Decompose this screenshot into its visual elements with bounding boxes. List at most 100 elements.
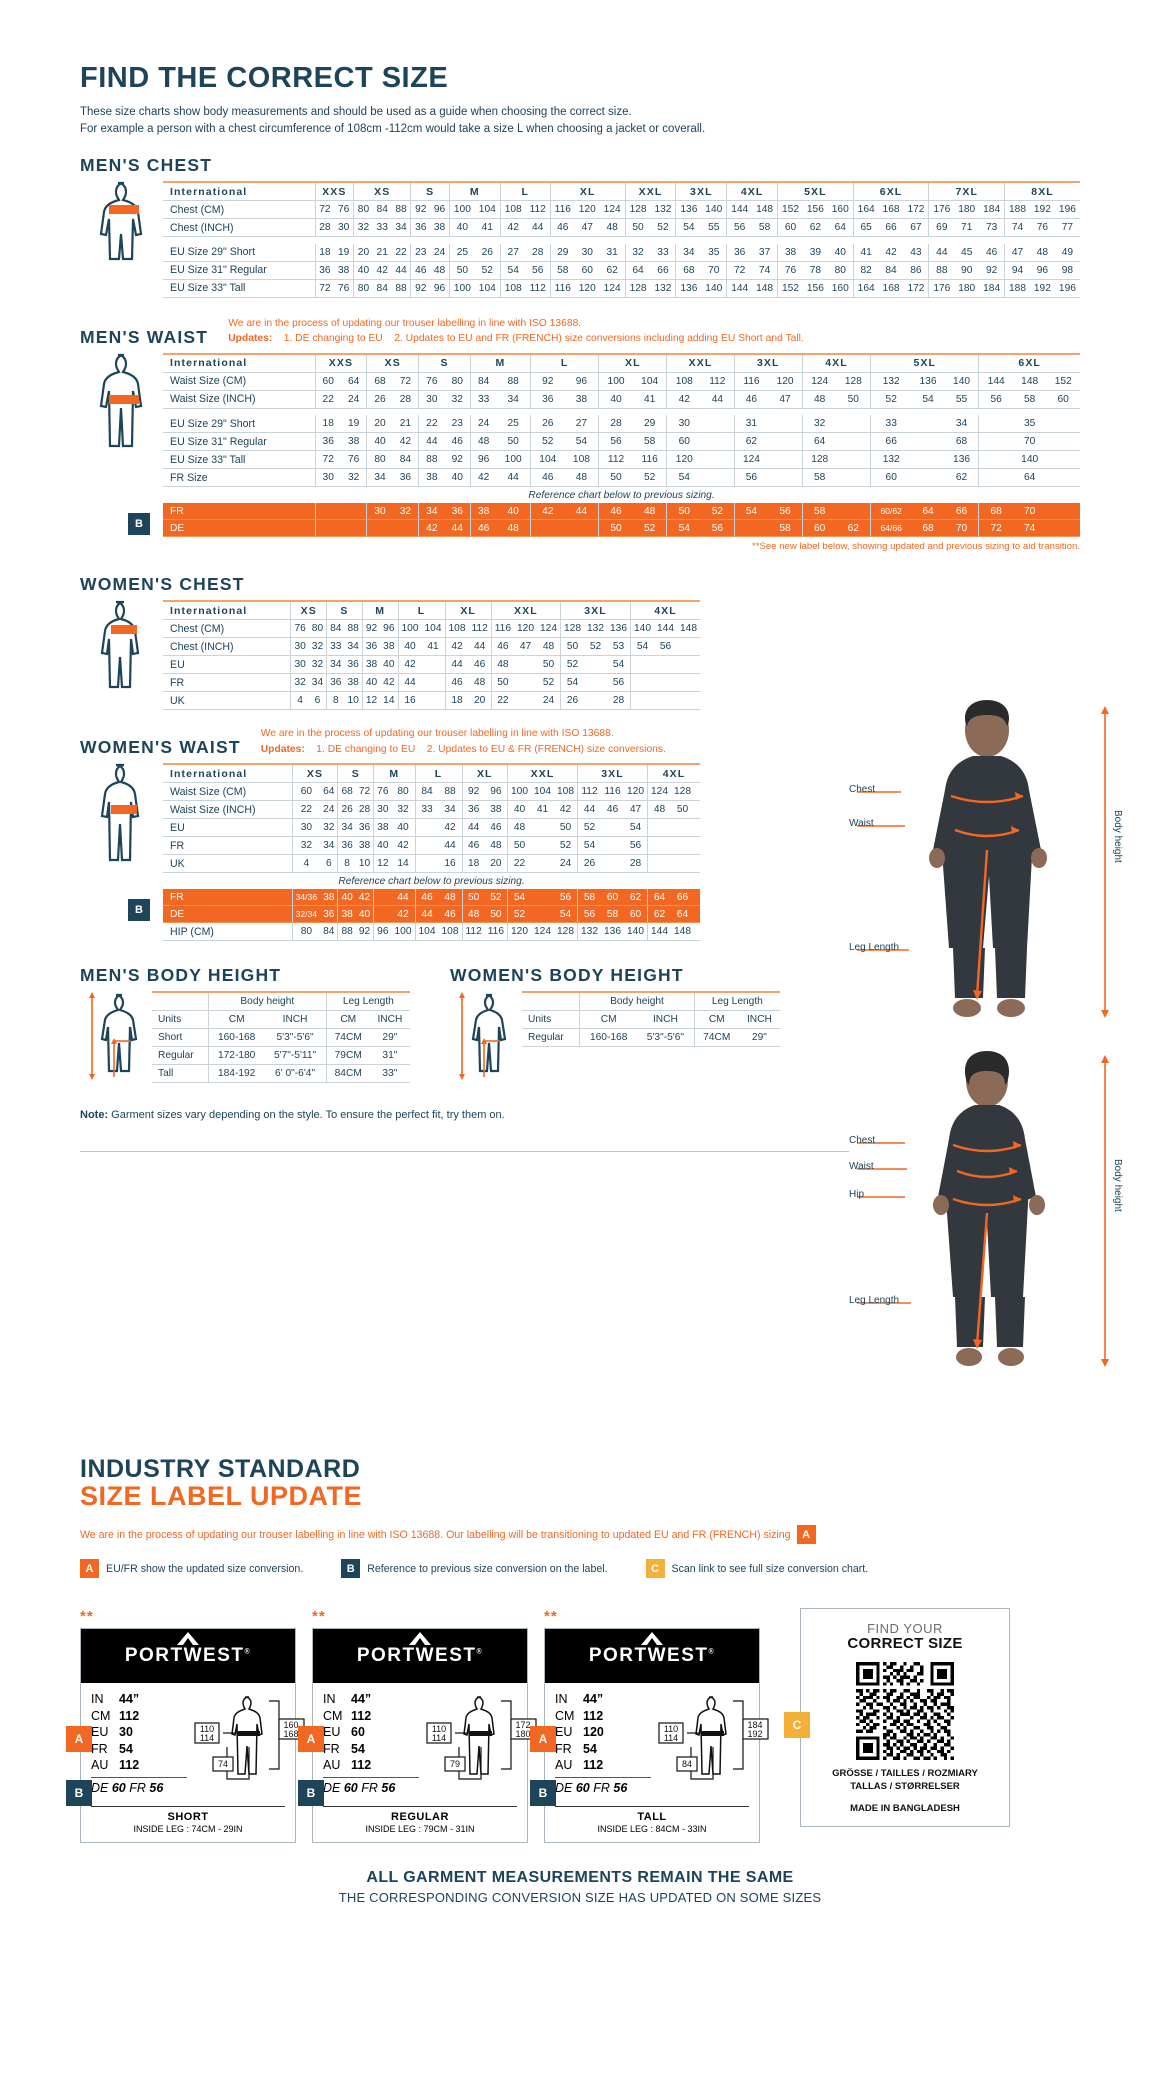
table-cell xyxy=(531,836,554,856)
table-cell: 188 xyxy=(1004,279,1030,298)
table-row: FR 32 34 36 38 40 42 44 46 48 50 52 54 56 xyxy=(163,836,700,856)
table-cell xyxy=(647,854,671,874)
table-cell: 80 xyxy=(366,450,393,470)
size-header: L xyxy=(397,600,445,621)
table-cell: 30 xyxy=(291,818,321,838)
table-cell: 30 xyxy=(666,415,702,434)
table-cell: 112 xyxy=(525,279,551,298)
table-cell: 68 xyxy=(675,261,702,280)
table-cell: 58 xyxy=(801,468,837,488)
bh-cell: 74CM xyxy=(693,1028,739,1048)
updates-label: Updates: xyxy=(260,743,305,755)
table-cell: 76 xyxy=(340,450,367,470)
table-cell: 42 xyxy=(499,218,526,238)
bh-cell: 31" xyxy=(369,1046,410,1066)
table-cell: 120 xyxy=(574,200,600,220)
table-cell: 42 xyxy=(554,800,578,820)
table-cell: 92 xyxy=(529,372,565,391)
table-cell xyxy=(392,519,419,538)
label-diagram: 110 114 172 180 79 xyxy=(425,1691,537,1800)
female-waist-figure xyxy=(80,763,163,941)
table-cell: 60 xyxy=(666,432,702,452)
table-cell: 10 xyxy=(355,854,374,874)
table-cell: 60 xyxy=(870,468,912,488)
svg-text:160: 160 xyxy=(283,1720,298,1730)
row-label: FR Size xyxy=(163,468,315,488)
inside-leg: INSIDE LEG : 74CM - 29IN xyxy=(133,1824,243,1834)
table-cell: 76 xyxy=(334,279,354,298)
table-cell: 44 xyxy=(418,432,445,452)
qr-code-icon[interactable] xyxy=(856,1662,954,1760)
table-cell: 84 xyxy=(414,782,439,802)
womens-chest-section: WOMEN'S CHEST International XS S M L XL XXL 3XL… xyxy=(80,574,1080,711)
bh-header: INCH xyxy=(738,1010,780,1030)
table-cell: 18 xyxy=(461,854,485,874)
table-cell: 48 xyxy=(469,432,497,452)
table-cell: 160 xyxy=(827,279,854,298)
table-cell: 60 xyxy=(777,218,803,238)
womens-waist-section: WOMEN'S WAIST We are in the process of u… xyxy=(80,726,1080,942)
table-cell: 56 xyxy=(654,637,677,657)
table-cell: 116 xyxy=(601,782,624,802)
table-cell: 124 xyxy=(599,279,626,298)
table-cell: 54 xyxy=(624,818,648,838)
bh-cell: 184-192 xyxy=(207,1064,265,1084)
table-cell: 44 xyxy=(577,800,601,820)
row-label: DE xyxy=(163,519,315,538)
size-header: XL xyxy=(598,352,667,373)
table-row: Waist Size (INCH) 22 24 26 28 30 32 33 34 36 38 40 4… xyxy=(163,800,700,820)
table-cell: 22 xyxy=(391,243,411,262)
tag-a-inline: A xyxy=(796,1525,816,1544)
spec-key: EU xyxy=(91,1725,109,1739)
legend-item-c: C Scan link to see full size conversion … xyxy=(645,1559,868,1578)
table-cell: 60 xyxy=(291,782,321,802)
table-cell: 44 xyxy=(928,243,955,262)
table-cell: 64 xyxy=(320,782,338,802)
table-header-row: International XS S M L XL XXL 3XL 4XL xyxy=(163,600,700,621)
reference-chart-note: Reference chart below to previous sizing… xyxy=(338,875,525,887)
table-cell: 22 xyxy=(490,691,514,711)
table-cell: 46 xyxy=(490,637,514,657)
table-cell: 48 xyxy=(801,390,837,409)
table-cell xyxy=(514,655,537,675)
bh-row-label: Short xyxy=(152,1028,209,1048)
table-cell: 84 xyxy=(878,261,904,280)
table-cell: 27 xyxy=(499,243,526,262)
table-cell: 19 xyxy=(334,243,354,262)
svg-text:114: 114 xyxy=(664,1733,678,1743)
table-cell: 47 xyxy=(624,800,648,820)
table-cell: 20 xyxy=(468,691,492,711)
spec-value: 54 xyxy=(119,1741,133,1756)
table-row: DE 42 44 46 48 50 52 54 56 58 60 62 64/66 68 70 72 74 xyxy=(163,519,1080,538)
table-cell: 72 xyxy=(392,372,419,391)
spec-value: 120 xyxy=(583,1725,604,1739)
womens-waist-header: WOMEN'S WAIST We are in the process of u… xyxy=(80,726,1080,758)
table-cell: 108 xyxy=(499,279,526,298)
spec-value: 44” xyxy=(351,1692,372,1706)
table-cell: 44 xyxy=(391,261,411,280)
table-cell: 46 xyxy=(444,432,471,452)
row-label: FR xyxy=(163,889,293,907)
table-cell xyxy=(836,415,871,434)
legend-item-a: A EU/FR show the updated size conversion… xyxy=(80,1559,303,1578)
qr-card[interactable]: FIND YOUR CORRECT SIZE xyxy=(800,1608,1010,1827)
table-cell: 112 xyxy=(577,782,601,802)
table-cell xyxy=(694,782,700,802)
table-cell: 24 xyxy=(430,243,450,262)
table-cell: 42 xyxy=(878,243,904,262)
table-cell: 116 xyxy=(733,372,769,391)
spec-key: CM xyxy=(555,1708,575,1723)
table-cell xyxy=(836,468,871,488)
table-cell: 76 xyxy=(334,200,354,220)
table-cell: 136 xyxy=(601,922,624,942)
inside-leg: INSIDE LEG : 84CM - 33IN xyxy=(597,1824,707,1834)
womens-body-height-wrap: Body height Leg Length Units CM INCH CM INCH Re… xyxy=(450,991,780,1081)
table-row: EU Size 33" Tall 72 76 80 84 88 92 96 100 104 108 1… xyxy=(163,450,1080,470)
table-cell: 48 xyxy=(438,889,462,907)
bh-cell: 172-180 xyxy=(207,1046,265,1066)
table-cell: 44 xyxy=(444,519,471,538)
table-cell xyxy=(630,691,654,711)
table-cell: 34 xyxy=(944,415,979,434)
table-cell: 64 xyxy=(340,372,367,391)
